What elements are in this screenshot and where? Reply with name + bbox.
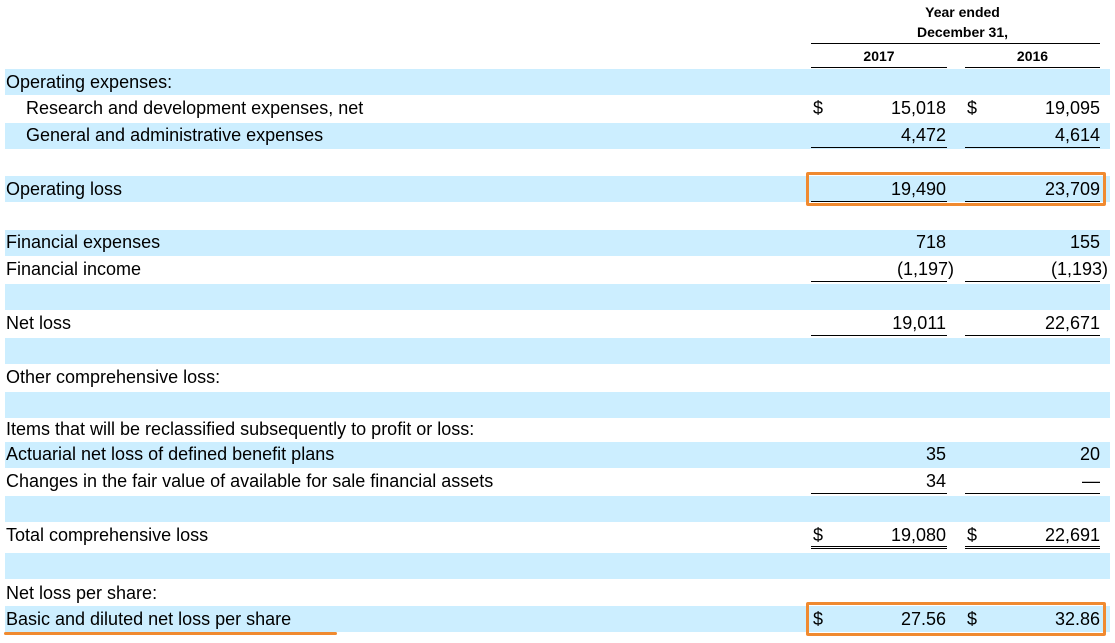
row-band	[5, 442, 1110, 468]
row-band	[5, 553, 1110, 579]
row-band	[5, 230, 1110, 256]
reclass-heading: Items that will be reclassified subseque…	[6, 419, 475, 439]
fair-value-rule-2016	[965, 493, 1100, 494]
period-header-line2: December 31,	[916, 24, 1009, 40]
basic-diluted-currency-2016: $	[967, 609, 978, 629]
period-header-line1: Year ended	[925, 4, 1000, 20]
gna-2016: 4,614	[1054, 125, 1100, 145]
financial-income-2016: (1,193)	[1050, 259, 1108, 279]
row-band	[5, 284, 1110, 310]
operating-loss-rule-2016	[965, 201, 1100, 202]
basic-diluted-currency-2017: $	[813, 609, 824, 629]
total-comprehensive-loss-label: Total comprehensive loss	[6, 525, 209, 545]
row-band	[5, 69, 1110, 95]
financial-income-2017: (1,197)	[896, 259, 954, 279]
gna-2017: 4,472	[900, 125, 946, 145]
operating-loss-2017: 19,490	[890, 179, 946, 199]
fair-value-label: Changes in the fair value of available f…	[6, 471, 494, 491]
gna-label: General and administrative expenses	[26, 125, 324, 145]
fair-value-2016: —	[1082, 471, 1100, 491]
gna-subtotal-rule-2017	[811, 147, 947, 148]
operating-loss-rule-2017	[811, 201, 947, 202]
row-band	[5, 123, 1110, 149]
column-header-rule-2017	[811, 67, 947, 68]
operating-loss-2016: 23,709	[1044, 179, 1100, 199]
row-band	[5, 606, 1110, 632]
actuarial-label: Actuarial net loss of defined benefit pl…	[6, 444, 335, 464]
financial-expenses-2017: 718	[915, 232, 946, 252]
net-loss-label: Net loss	[6, 313, 72, 333]
row-band	[5, 176, 1110, 202]
basic-diluted-2016: 32.86	[1054, 609, 1100, 629]
net-loss-2017: 19,011	[892, 313, 946, 333]
fair-value-2017: 34	[925, 471, 946, 491]
rnd-2017: 15,018	[890, 98, 946, 118]
ocl-heading: Other comprehensive loss:	[6, 367, 221, 387]
period-header-rule	[811, 43, 1100, 44]
financial-income-rule-2016	[965, 281, 1100, 282]
column-header-rule-2016	[965, 67, 1100, 68]
total-comprehensive-loss-2017: 19,080	[890, 525, 946, 545]
column-header-2016: 2016	[1016, 48, 1049, 64]
row-band	[5, 392, 1110, 418]
gna-subtotal-rule-2016	[965, 147, 1100, 148]
total-comprehensive-loss-2016: 22,691	[1044, 525, 1100, 545]
opex-heading: Operating expenses:	[6, 72, 173, 92]
total-comprehensive-loss-currency-2017: $	[813, 525, 824, 545]
basic-diluted-label-underline	[4, 632, 337, 635]
operating-loss-label: Operating loss	[6, 179, 123, 199]
column-header-2017: 2017	[863, 48, 895, 64]
net-loss-2016: 22,671	[1044, 313, 1100, 333]
rnd-currency-2016: $	[967, 98, 978, 118]
fair-value-rule-2017	[811, 493, 947, 494]
row-band	[5, 496, 1110, 522]
basic-diluted-2017: 27.56	[900, 609, 946, 629]
basic-diluted-label: Basic and diluted net loss per share	[6, 609, 292, 629]
financial-income-label: Financial income	[6, 259, 142, 279]
actuarial-2017: 35	[925, 444, 946, 464]
financial-expenses-label: Financial expenses	[6, 232, 161, 252]
financial-expenses-2016: 155	[1069, 232, 1100, 252]
net-loss-rule-2017	[811, 335, 947, 336]
rnd-currency-2017: $	[813, 98, 824, 118]
net-loss-rule-2016	[965, 335, 1100, 336]
rnd-2016: 19,095	[1044, 98, 1100, 118]
nlps-heading: Net loss per share:	[6, 583, 158, 603]
row-band	[5, 338, 1110, 364]
rnd-label: Research and development expenses, net	[26, 98, 364, 118]
total-comprehensive-loss-double-rule-2016	[965, 546, 1100, 549]
total-comprehensive-loss-double-rule-2017	[811, 546, 947, 549]
total-comprehensive-loss-currency-2016: $	[967, 525, 978, 545]
financial-income-rule-2017	[811, 281, 947, 282]
basic-diluted-highlight-box	[806, 602, 1106, 636]
actuarial-2016: 20	[1079, 444, 1100, 464]
operating-loss-highlight-box	[806, 172, 1106, 206]
